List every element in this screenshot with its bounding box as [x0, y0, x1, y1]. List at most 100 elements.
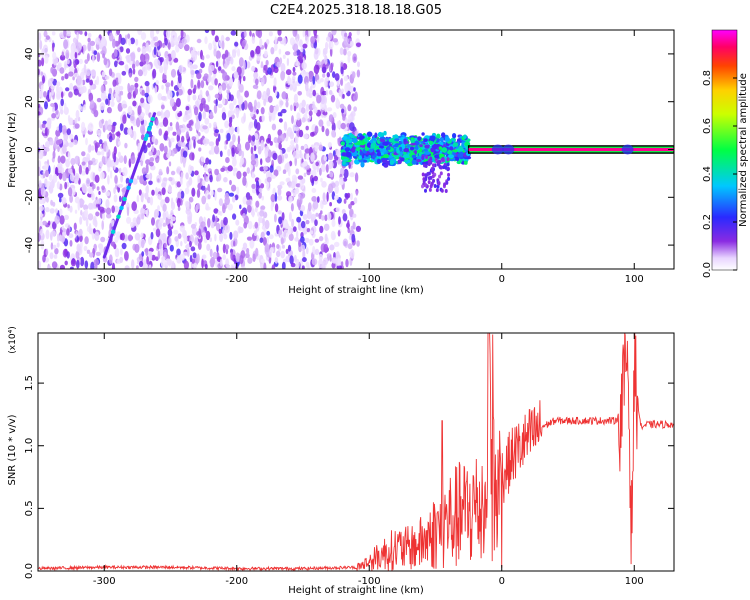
heatmap-cell — [301, 107, 306, 114]
heatmap-cell — [67, 204, 70, 209]
heatmap-cell — [95, 159, 98, 164]
heatmap-cell — [118, 61, 125, 66]
heatmap-cell — [59, 208, 63, 216]
heatmap-cell — [321, 66, 327, 74]
heatmap-cell — [305, 34, 308, 41]
heatmap-cell — [228, 122, 232, 128]
heatmap-cell — [108, 68, 113, 77]
heatmap-cell — [445, 180, 449, 185]
heatmap-cell — [441, 157, 445, 162]
heatmap-cell — [355, 42, 362, 48]
heatmap-cell — [238, 83, 244, 93]
heatmap-cell — [304, 148, 310, 154]
heatmap-cell — [213, 104, 218, 114]
heatmap-cell — [177, 233, 182, 240]
heatmap-cell — [89, 100, 95, 109]
heatmap-cell — [273, 77, 277, 87]
heatmap-cell — [312, 75, 316, 85]
heatmap-cell — [441, 132, 446, 138]
heatmap-cell — [108, 108, 112, 114]
heatmap-cell — [410, 139, 415, 144]
heatmap-cell — [224, 196, 230, 206]
heatmap-cell — [328, 161, 333, 170]
heatmap-cell — [168, 184, 172, 194]
heatmap-cell — [240, 156, 245, 165]
heatmap-cell — [429, 184, 433, 189]
heatmap-cell — [236, 48, 241, 57]
heatmap-cell — [177, 73, 182, 84]
heatmap-cell — [236, 186, 240, 195]
heatmap-cell — [261, 115, 265, 122]
heatmap-cell — [101, 36, 106, 46]
heatmap-cell — [191, 258, 195, 264]
heatmap-cell — [44, 163, 49, 172]
heatmap-cell — [199, 102, 204, 112]
heatmap-cell — [250, 146, 254, 155]
heatmap-cell — [86, 53, 90, 62]
heatmap-cell — [305, 125, 309, 131]
colorbar-ticks: 0.0 0.2 0.4 0.6 0.8 — [702, 70, 737, 278]
heatmap-cell — [76, 259, 80, 269]
heatmap-cell — [214, 35, 219, 43]
heatmap-cell — [317, 34, 320, 43]
heatmap-cell — [425, 155, 429, 160]
heatmap-cell — [151, 135, 156, 143]
heatmap-cell — [210, 256, 216, 266]
heatmap-cell — [420, 141, 424, 144]
heatmap-cell — [323, 155, 328, 161]
heatmap-cell — [224, 224, 230, 233]
heatmap-cell — [90, 145, 95, 151]
heatmap-cell — [258, 216, 263, 223]
heatmap-cell — [260, 61, 264, 69]
heatmap-cell — [343, 36, 349, 46]
heatmap-cell — [231, 184, 237, 192]
heatmap-cell — [246, 199, 252, 206]
heatmap-cell — [278, 142, 282, 150]
heatmap-cell — [181, 141, 186, 148]
heatmap-cell — [438, 165, 442, 170]
heatmap-cell — [234, 41, 239, 47]
heatmap-cell — [74, 178, 79, 185]
heatmap-cell — [353, 87, 356, 92]
heatmap-cell — [117, 183, 124, 188]
heatmap-cell — [204, 263, 208, 269]
heatmap-cell — [40, 182, 45, 193]
heatmap-cell — [94, 142, 101, 149]
heatmap-cell — [168, 161, 172, 167]
heatmap-cell — [108, 87, 113, 95]
heatmap-cell — [320, 95, 326, 105]
heatmap-cell — [279, 181, 285, 186]
heatmap-cell — [138, 253, 142, 261]
heatmap-cell — [242, 76, 246, 82]
heatmap-cell — [73, 139, 78, 146]
heatmap-cell — [228, 77, 234, 87]
heatmap-cell — [180, 190, 185, 199]
heatmap-cell — [149, 161, 154, 167]
heatmap-cell — [191, 262, 198, 269]
heatmap-cell — [293, 43, 299, 52]
heatmap-cell — [40, 71, 43, 76]
heatmap-cell — [98, 191, 101, 195]
heatmap-cell — [274, 43, 278, 51]
heatmap-cell — [90, 69, 97, 77]
heatmap-cell — [49, 208, 55, 214]
heatmap-cell — [326, 36, 331, 42]
heatmap-cell — [99, 206, 105, 213]
heatmap-cell — [40, 228, 44, 236]
heatmap-cell — [88, 223, 92, 232]
heatmap-cell — [427, 180, 431, 185]
heatmap-cell — [98, 197, 102, 205]
heatmap-cell — [292, 71, 297, 76]
heatmap-cell — [426, 171, 430, 176]
heatmap-blob — [491, 144, 504, 155]
heatmap-cell — [105, 198, 110, 209]
heatmap-cell — [83, 204, 89, 211]
heatmap-cell — [310, 152, 315, 162]
heatmap-cell — [253, 230, 258, 237]
heatmap-cell — [301, 161, 308, 167]
snr-series-line — [38, 333, 674, 571]
heatmap-cell — [355, 225, 361, 232]
heatmap-y-tick-label: 40 — [24, 48, 35, 61]
heatmap-cell — [222, 97, 226, 105]
heatmap-cell — [277, 36, 283, 42]
